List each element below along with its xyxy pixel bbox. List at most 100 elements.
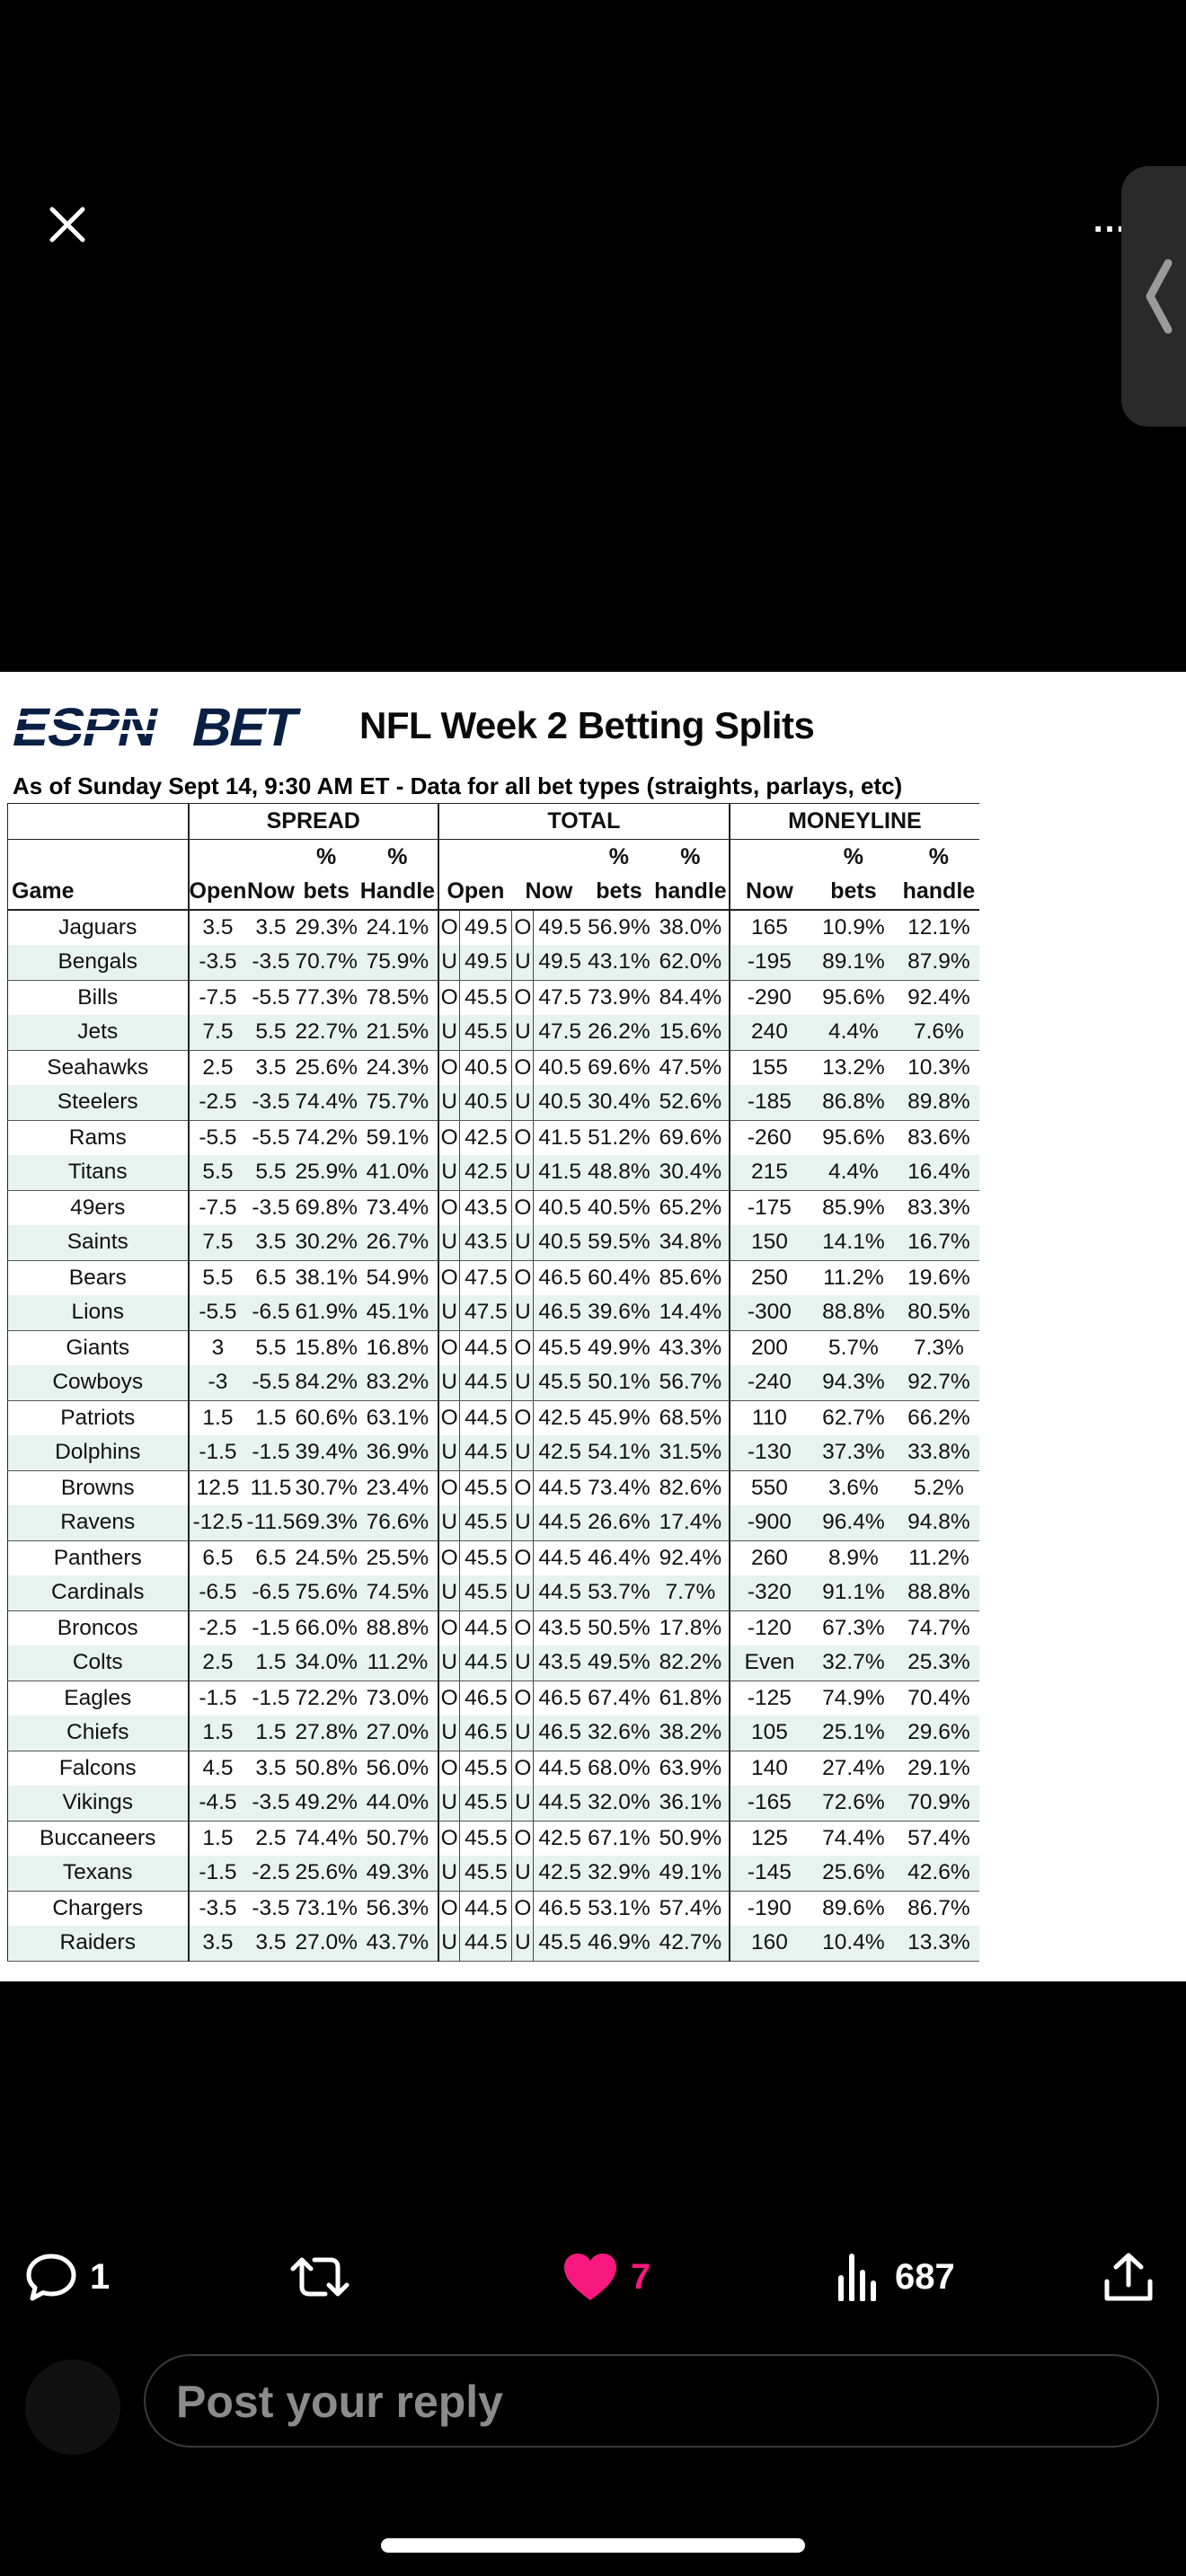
cell-ml-now: -165 xyxy=(728,1786,809,1822)
side-panel-handle[interactable] xyxy=(1121,166,1186,427)
spread-bets-pct: % xyxy=(316,843,337,869)
cell-total-now-side: O xyxy=(511,1400,534,1435)
cell-total-now-side: U xyxy=(511,1575,534,1611)
cell-total-now-side: U xyxy=(511,1645,534,1681)
cell-total-handle: 36.1% xyxy=(651,1786,730,1822)
like-button[interactable]: 7 xyxy=(562,2236,651,2317)
table-row: Patriots 1.5 1.5 60.6% 63.1% O 44.5 O 42.5 45.9% 6… xyxy=(7,1400,979,1435)
cell-total-open: 45.5 xyxy=(459,1856,512,1892)
cell-spread-handle: 56.0% xyxy=(357,1751,438,1786)
cell-total-now: 43.5 xyxy=(533,1610,586,1645)
cell-total-now: 47.5 xyxy=(533,1015,586,1051)
cell-spread-handle: 45.1% xyxy=(357,1295,438,1331)
cell-spread-bets: 30.7% xyxy=(295,1470,358,1505)
cell-total-bets: 46.9% xyxy=(585,1926,652,1962)
cell-total-now-side: O xyxy=(511,1891,534,1926)
share-button[interactable] xyxy=(1103,2236,1154,2317)
cell-total-open: 49.5 xyxy=(459,909,512,945)
reply-input[interactable]: Post your reply xyxy=(144,2354,1159,2448)
col-ml-handle: handle xyxy=(898,874,979,911)
table-row: Titans 5.5 5.5 25.9% 41.0% U 42.5 U 41.5 48.8% 30.… xyxy=(7,1155,979,1191)
cell-total-now-side: U xyxy=(511,1015,534,1051)
cell-total-open: 44.5 xyxy=(459,1365,512,1401)
cell-spread-handle: 49.3% xyxy=(357,1856,438,1892)
cell-spread-bets: 25.6% xyxy=(295,1856,358,1892)
view-count: 687 xyxy=(895,2256,955,2297)
cell-total-bets: 46.4% xyxy=(585,1540,652,1575)
close-button[interactable] xyxy=(45,202,90,247)
reply-button[interactable]: 1 xyxy=(25,2236,110,2317)
cell-spread-bets: 15.8% xyxy=(295,1330,358,1365)
cell-ml-bets: 85.9% xyxy=(808,1190,898,1225)
cell-spread-now: 1.5 xyxy=(246,1400,296,1435)
cell-ml-handle: 94.8% xyxy=(898,1505,979,1541)
cell-spread-handle: 24.1% xyxy=(357,909,438,945)
cell-ml-handle: 70.4% xyxy=(898,1681,979,1716)
cell-total-open-side: U xyxy=(437,1645,460,1681)
cell-ml-handle: 89.8% xyxy=(898,1085,979,1121)
cell-total-now-side: U xyxy=(511,1155,534,1191)
cell-total-handle: 31.5% xyxy=(651,1435,730,1471)
cell-total-open-side: O xyxy=(437,1050,460,1085)
cell-total-bets: 60.4% xyxy=(585,1260,652,1295)
cell-total-bets: 51.2% xyxy=(585,1120,652,1155)
cell-total-bets: 32.9% xyxy=(585,1856,652,1892)
cell-ml-handle: 16.4% xyxy=(898,1155,979,1191)
cell-spread-open: -1.5 xyxy=(187,1435,247,1471)
table-row: Browns 12.5 11.5 30.7% 23.4% O 45.5 O 44.5 73.4% 8… xyxy=(7,1470,979,1505)
cell-ml-now: -290 xyxy=(728,980,809,1015)
cell-total-now-side: U xyxy=(511,1786,534,1822)
cell-total-handle: 34.8% xyxy=(651,1225,730,1261)
cell-game: Jets xyxy=(7,1015,189,1051)
repost-button[interactable] xyxy=(289,2236,350,2317)
cell-ml-handle: 7.6% xyxy=(898,1015,979,1051)
cell-total-open: 44.5 xyxy=(459,1435,512,1471)
cell-spread-now: -1.5 xyxy=(246,1435,296,1471)
svg-text:BET: BET xyxy=(187,699,304,753)
cell-total-open-side: U xyxy=(437,1085,460,1121)
cell-ml-now: -125 xyxy=(728,1681,809,1716)
cell-spread-handle: 54.9% xyxy=(357,1260,438,1295)
cell-ml-handle: 83.3% xyxy=(898,1190,979,1225)
cell-total-handle: 43.3% xyxy=(651,1330,730,1365)
cell-total-open: 45.5 xyxy=(459,1540,512,1575)
cell-ml-bets: 91.1% xyxy=(808,1575,898,1611)
cell-total-open-side: U xyxy=(437,1435,460,1471)
cell-total-handle: 61.8% xyxy=(651,1681,730,1716)
cell-spread-now: -3.5 xyxy=(246,945,296,981)
cell-game: Texans xyxy=(7,1856,189,1892)
home-indicator[interactable] xyxy=(381,2538,805,2553)
cell-spread-open: 3.5 xyxy=(187,1926,247,1962)
cell-ml-handle: 92.4% xyxy=(898,980,979,1015)
post-image[interactable]: ESPN BET NFL Week 2 Betting Splits As of… xyxy=(0,672,1186,1981)
cell-ml-now: 550 xyxy=(728,1470,809,1505)
cell-ml-handle: 70.9% xyxy=(898,1786,979,1822)
cell-ml-now: Even xyxy=(728,1645,809,1681)
cell-total-bets: 73.4% xyxy=(585,1470,652,1505)
views-button[interactable]: 687 xyxy=(836,2236,955,2317)
table-row: Chargers -3.5 -3.5 73.1% 56.3% O 44.5 O 46.5 53.1… xyxy=(7,1891,979,1926)
cell-ml-bets: 27.4% xyxy=(808,1751,898,1786)
cell-game: Bears xyxy=(7,1260,189,1295)
cell-ml-now: 215 xyxy=(728,1155,809,1191)
cell-spread-bets: 74.4% xyxy=(295,1821,358,1856)
cell-total-now-side: U xyxy=(511,1505,534,1541)
table-row: Raiders 3.5 3.5 27.0% 43.7% U 44.5 U 45.5 46.9% 42… xyxy=(7,1926,979,1962)
cell-ml-handle: 80.5% xyxy=(898,1295,979,1331)
cell-spread-handle: 25.5% xyxy=(357,1540,438,1575)
cell-total-handle: 17.8% xyxy=(651,1610,730,1645)
cell-total-open: 43.5 xyxy=(459,1225,512,1261)
cell-ml-handle: 10.3% xyxy=(898,1050,979,1085)
splits-body: Jaguars 3.5 3.5 29.3% 24.1% O 49.5 O 49.5 56.9% 38… xyxy=(7,909,979,1962)
cell-total-now: 43.5 xyxy=(533,1645,586,1681)
cell-total-handle: 47.5% xyxy=(651,1050,730,1085)
cell-total-now: 44.5 xyxy=(533,1575,586,1611)
cell-game: Chargers xyxy=(7,1891,189,1926)
cell-total-now-side: U xyxy=(511,1435,534,1471)
cell-spread-open: -2.5 xyxy=(187,1610,247,1645)
cell-spread-open: -3.5 xyxy=(187,1891,247,1926)
cell-ml-bets: 3.6% xyxy=(808,1470,898,1505)
avatar[interactable] xyxy=(25,2360,120,2455)
col-total-handle: handle xyxy=(651,874,730,911)
cell-spread-open: 2.5 xyxy=(187,1645,247,1681)
